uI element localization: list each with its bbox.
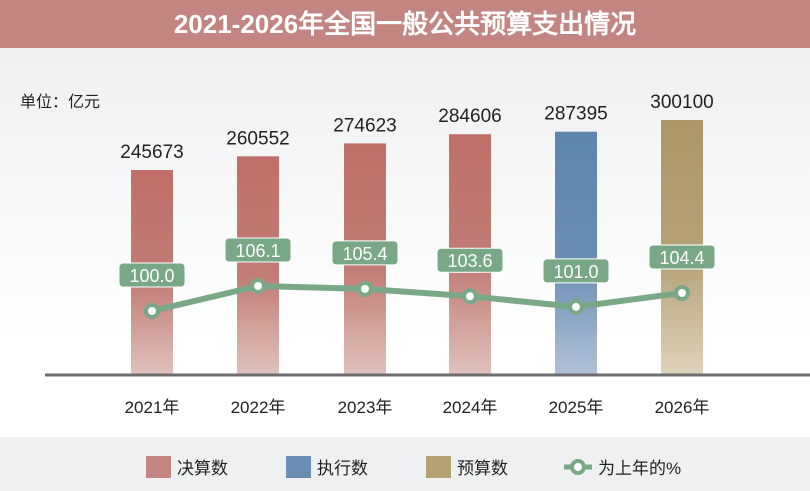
x-tick-label: 2023年 — [338, 398, 393, 417]
growth-point — [250, 277, 266, 294]
growth-point — [568, 298, 584, 315]
growth-value-label: 103.6 — [447, 251, 492, 271]
bar-value-label: 274623 — [333, 115, 396, 136]
legend-item-execution: 执行数 — [286, 454, 368, 479]
x-tick-label: 2024年 — [443, 398, 498, 417]
legend-label: 执行数 — [317, 459, 368, 478]
legend-label: 决算数 — [177, 459, 228, 478]
growth-label-box — [224, 237, 292, 263]
legend-item-final: 决算数 — [146, 454, 228, 479]
legend: 决算数 执行数 预算数 为上年的% — [0, 437, 810, 491]
growth-point — [357, 280, 373, 297]
growth-value-label: 100.0 — [129, 266, 174, 286]
legend-swatch-blue — [286, 455, 311, 478]
chart-svg: 245673 2021年 260552 2022年 274623 2023年 284606 2… — [45, 92, 810, 417]
bar-2022年 — [237, 156, 279, 374]
x-tick-label: 2021年 — [125, 398, 180, 417]
bar-value-label: 284606 — [438, 106, 501, 127]
growth-label-box — [542, 258, 610, 284]
line-marker-icon — [564, 458, 592, 475]
bar-value-label: 300100 — [650, 92, 713, 113]
growth-point — [462, 288, 478, 305]
growth-label-box — [331, 240, 399, 266]
legend-swatch-red — [146, 455, 171, 478]
bar-value-label: 245673 — [120, 142, 183, 163]
growth-value-label: 106.1 — [235, 241, 280, 261]
growth-label-box — [648, 244, 716, 270]
growth-value-label: 104.4 — [659, 248, 704, 268]
bar-value-label: 260552 — [226, 128, 289, 149]
unit-label: 单位：亿元 — [20, 94, 101, 111]
legend-label: 为上年的% — [598, 459, 682, 478]
growth-label-box — [436, 247, 504, 273]
x-tick-label: 2025年 — [549, 398, 604, 417]
chart-title: 2021-2026年全国一般公共预算支出情况 — [0, 0, 810, 48]
growth-point — [674, 284, 690, 301]
legend-item-budget: 预算数 — [426, 454, 508, 479]
growth-point — [144, 303, 160, 319]
bar-2025年 — [555, 131, 597, 374]
growth-line — [151, 282, 683, 314]
legend-swatch-tan — [426, 455, 451, 478]
bar-value-label: 287395 — [544, 104, 607, 125]
x-tick-label: 2026年 — [655, 398, 710, 417]
growth-value-label: 105.4 — [342, 244, 387, 264]
growth-value-label: 101.0 — [553, 262, 598, 282]
growth-label-box — [118, 262, 186, 288]
legend-label: 预算数 — [457, 459, 508, 478]
legend-item-growth: 为上年的% — [564, 454, 681, 479]
x-tick-label: 2022年 — [231, 398, 286, 417]
